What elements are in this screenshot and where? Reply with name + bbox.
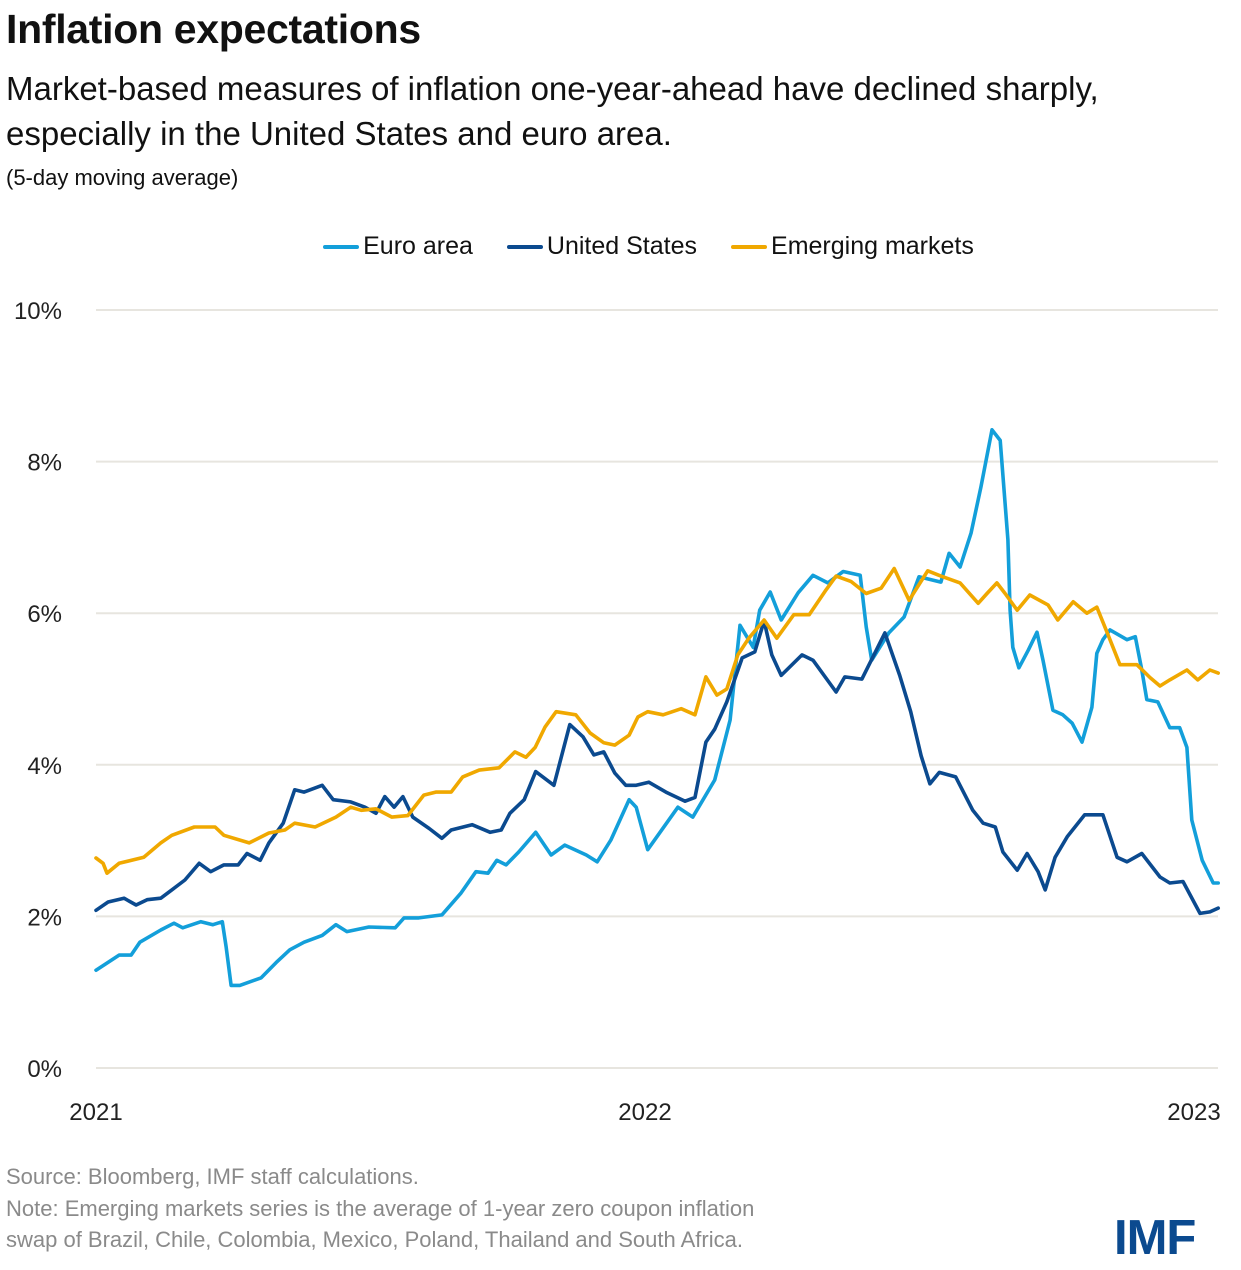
y-axis-tick-labels: 0% 2% 4% 6% 8% 10%: [14, 298, 62, 1083]
source-text: Source: Bloomberg, IMF staff calculation…: [6, 1164, 419, 1189]
footnote-line-2: swap of Brazil, Chile, Colombia, Mexico,…: [6, 1227, 743, 1252]
x-axis-tick-labels: 2021 2022 2023: [69, 1099, 1220, 1126]
x-tick-label: 2023: [1167, 1099, 1220, 1126]
gridlines: [96, 309, 1218, 1069]
y-tick-label: 2%: [27, 904, 62, 931]
x-tick-label: 2021: [69, 1099, 122, 1126]
series-line-united-states: [94, 619, 1220, 916]
legend-swatch-united-states: [506, 244, 543, 249]
x-tick-label: 2022: [618, 1099, 671, 1126]
y-tick-label: 4%: [27, 753, 62, 780]
series-line-emerging-markets: [94, 566, 1220, 875]
chart-note: (5-day moving average): [6, 165, 239, 190]
legend: Euro area United States Emerging markets: [28, 232, 1241, 261]
chart-subtitle: Market-based measures of inflation one-y…: [6, 70, 1099, 152]
legend-label: Euro area: [363, 232, 473, 260]
y-tick-label: 10%: [14, 298, 62, 325]
chart-title: Inflation expectations: [6, 6, 421, 52]
y-tick-label: 8%: [27, 450, 62, 477]
imf-logo: IMF: [1114, 1211, 1196, 1265]
legend-item-emerging-markets: Emerging markets: [731, 232, 974, 261]
series-lines: [94, 428, 1220, 988]
footnote-line-1: Note: Emerging markets series is the ave…: [6, 1196, 755, 1221]
legend-item-united-states: United States: [506, 232, 698, 261]
y-tick-label: 6%: [27, 601, 62, 628]
legend-label: United States: [546, 232, 698, 260]
legend-swatch-euro-area: [323, 244, 360, 249]
legend-label: Emerging markets: [771, 232, 974, 260]
legend-item-euro-area: Euro area: [323, 232, 473, 261]
legend-swatch-emerging-markets: [731, 244, 768, 249]
y-tick-label: 0%: [27, 1056, 62, 1083]
series-line-euro-area: [94, 428, 1220, 988]
